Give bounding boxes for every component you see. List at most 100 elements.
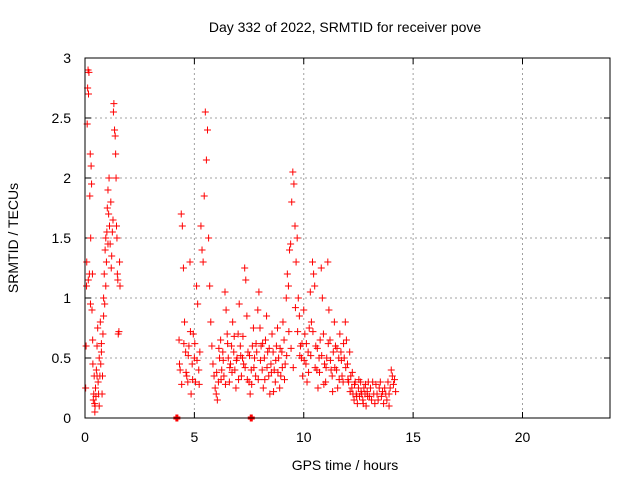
data-point bbox=[194, 300, 202, 308]
data-point bbox=[261, 376, 269, 384]
data-point bbox=[108, 228, 116, 236]
data-point bbox=[330, 318, 338, 326]
data-point bbox=[212, 390, 220, 398]
data-point bbox=[300, 306, 308, 314]
data-point bbox=[280, 336, 288, 344]
data-point bbox=[89, 336, 97, 344]
data-point bbox=[106, 222, 113, 230]
data-point bbox=[388, 372, 396, 380]
data-point bbox=[260, 354, 268, 362]
data-point bbox=[272, 342, 280, 350]
data-point bbox=[305, 368, 313, 376]
data-point bbox=[242, 276, 250, 284]
data-point bbox=[113, 270, 121, 278]
data-point bbox=[91, 408, 99, 416]
data-point bbox=[243, 312, 251, 320]
data-point bbox=[326, 336, 334, 344]
data-point bbox=[94, 378, 102, 386]
data-point bbox=[291, 304, 299, 312]
data-point bbox=[334, 384, 342, 392]
x-tick-label: 5 bbox=[190, 429, 198, 445]
data-point bbox=[222, 306, 230, 314]
data-point bbox=[336, 330, 344, 338]
data-point bbox=[175, 336, 183, 344]
data-point bbox=[178, 380, 186, 388]
data-point bbox=[309, 328, 317, 336]
data-point bbox=[265, 372, 273, 380]
data-point bbox=[256, 356, 264, 364]
data-point bbox=[112, 174, 120, 182]
data-point bbox=[252, 372, 260, 380]
data-point bbox=[289, 168, 297, 176]
data-point bbox=[109, 216, 117, 224]
data-point bbox=[278, 348, 286, 356]
data-point bbox=[206, 282, 214, 290]
data-point bbox=[254, 306, 262, 314]
data-point bbox=[283, 270, 291, 278]
data-point bbox=[87, 234, 95, 242]
data-point bbox=[204, 126, 211, 134]
y-axis-label: SRMTID / TECUs bbox=[5, 183, 21, 293]
y-tick-label: 0.5 bbox=[52, 350, 72, 366]
data-point bbox=[266, 390, 274, 398]
data-point bbox=[286, 246, 294, 254]
y-tick-label: 2 bbox=[63, 170, 71, 186]
data-point bbox=[263, 312, 271, 320]
data-point bbox=[104, 240, 112, 248]
data-point bbox=[105, 174, 113, 182]
data-point bbox=[184, 352, 192, 360]
data-point bbox=[196, 348, 204, 356]
data-point bbox=[368, 396, 376, 404]
data-point bbox=[224, 340, 232, 348]
plot-frame bbox=[84, 57, 611, 419]
data-point bbox=[299, 372, 307, 380]
data-point bbox=[82, 384, 90, 392]
data-point bbox=[348, 384, 356, 392]
data-point bbox=[311, 282, 319, 290]
data-point bbox=[113, 222, 120, 230]
data-point bbox=[246, 352, 253, 360]
data-point bbox=[116, 258, 124, 266]
data-point bbox=[195, 366, 203, 374]
data-point bbox=[283, 352, 291, 360]
data-point bbox=[296, 352, 304, 360]
data-point bbox=[328, 372, 336, 380]
data-point bbox=[366, 384, 374, 392]
data-point bbox=[228, 368, 236, 376]
data-point bbox=[380, 400, 388, 408]
data-point bbox=[105, 210, 113, 218]
data-point bbox=[272, 356, 280, 364]
data-point bbox=[213, 368, 221, 376]
data-point bbox=[114, 276, 122, 284]
data-point bbox=[229, 318, 237, 326]
data-point bbox=[237, 352, 245, 360]
data-point bbox=[221, 380, 229, 388]
data-point bbox=[220, 372, 228, 380]
y-tick-label: 2.5 bbox=[52, 110, 72, 126]
data-point bbox=[232, 356, 240, 364]
data-point bbox=[259, 384, 267, 392]
data-point bbox=[110, 100, 118, 108]
data-point bbox=[85, 68, 93, 76]
data-point bbox=[318, 294, 326, 302]
data-point bbox=[89, 396, 97, 404]
data-point bbox=[102, 258, 110, 266]
data-point bbox=[338, 372, 346, 380]
x-tick-label: 10 bbox=[296, 429, 312, 445]
data-point bbox=[232, 384, 240, 392]
data-point bbox=[313, 344, 321, 352]
data-point bbox=[226, 360, 234, 368]
data-point bbox=[282, 294, 290, 302]
data-point bbox=[392, 388, 400, 396]
data-point bbox=[324, 258, 332, 266]
data-point bbox=[360, 384, 368, 392]
data-point bbox=[252, 340, 260, 348]
data-point bbox=[199, 258, 207, 266]
data-point bbox=[372, 380, 380, 388]
data-point bbox=[201, 108, 209, 116]
data-point bbox=[99, 330, 107, 338]
data-point bbox=[310, 270, 318, 278]
y-tick-label: 3 bbox=[63, 50, 71, 66]
data-point bbox=[177, 210, 185, 218]
data-point bbox=[317, 264, 325, 272]
